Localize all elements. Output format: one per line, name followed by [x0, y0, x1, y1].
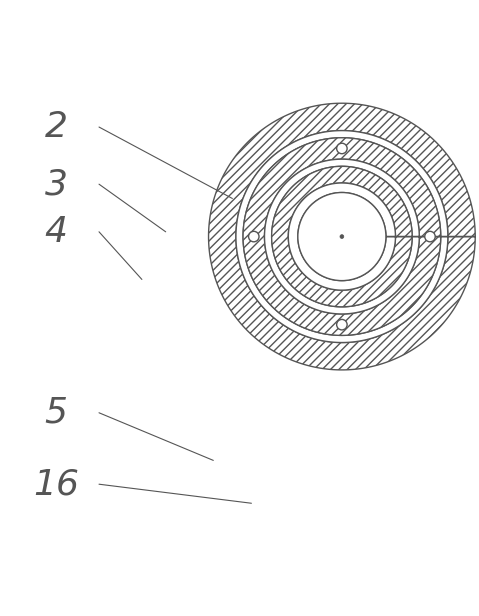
Text: 3: 3 — [45, 167, 68, 201]
Polygon shape — [243, 138, 441, 335]
Circle shape — [425, 232, 435, 242]
Text: 2: 2 — [45, 110, 68, 144]
Circle shape — [337, 144, 347, 154]
Text: 4: 4 — [45, 215, 68, 249]
Circle shape — [249, 232, 259, 242]
Polygon shape — [264, 159, 419, 314]
Polygon shape — [208, 103, 475, 370]
Text: 16: 16 — [33, 467, 79, 501]
Text: 5: 5 — [45, 395, 68, 430]
Polygon shape — [236, 131, 448, 342]
Polygon shape — [272, 166, 412, 307]
Circle shape — [337, 320, 347, 330]
Circle shape — [298, 193, 386, 281]
Polygon shape — [288, 183, 396, 290]
Circle shape — [340, 235, 344, 238]
